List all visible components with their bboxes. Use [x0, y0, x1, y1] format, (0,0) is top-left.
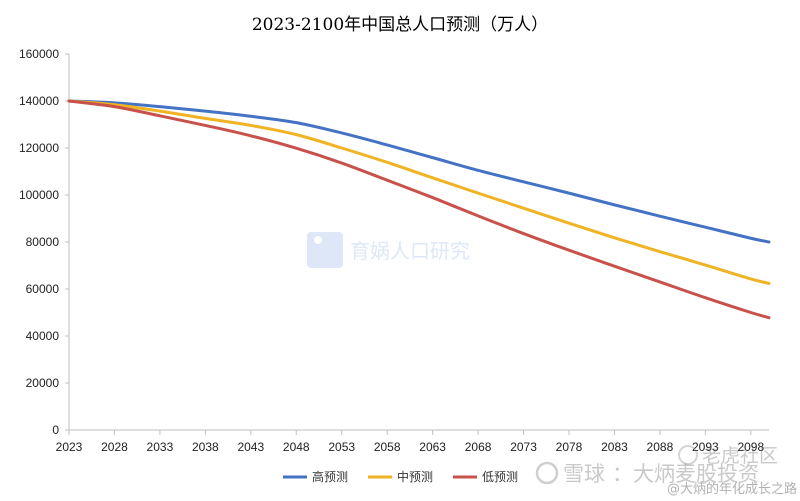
x-tick-label: 2073 — [510, 440, 537, 454]
center-watermark: 育娲人口研究 — [307, 232, 470, 268]
watermark-logo-dot-icon — [314, 236, 322, 244]
x-tick-label: 2023 — [56, 440, 83, 454]
y-tick-label: 100000 — [19, 188, 59, 202]
x-tick-label: 2078 — [556, 440, 583, 454]
xueqiu-watermark: 雪球 ：大炳麦股投资 — [535, 461, 759, 486]
xueqiu-logo-icon — [535, 461, 559, 485]
y-tick-label: 120000 — [19, 141, 59, 155]
tiger-watermark: 老虎社区 — [678, 445, 778, 467]
series-line-3 — [67, 99, 771, 320]
y-tick-label: 160000 — [19, 47, 59, 61]
x-tick-label: 2093 — [692, 440, 719, 454]
x-tick-label: 2098 — [737, 440, 764, 454]
y-tick-label: 0 — [52, 423, 59, 437]
x-tick-label: 2088 — [647, 440, 674, 454]
author-watermark-text: @大炳的年化成长之路 — [667, 481, 797, 497]
x-tick-label: 2033 — [147, 440, 174, 454]
watermark-logo-icon — [307, 232, 343, 268]
xueqiu-name-text: 雪球 — [563, 462, 605, 486]
legend-label: 高预测 — [312, 469, 348, 484]
chart-title: 2023-2100年中国总人口预测（万人） — [252, 15, 548, 35]
series-lines — [67, 99, 771, 320]
y-tick-label: 40000 — [26, 329, 60, 343]
x-tick-label: 2063 — [419, 440, 446, 454]
series-line-1 — [67, 99, 771, 244]
x-tick-label: 2053 — [328, 440, 355, 454]
legend: 高预测 中预测 低预测 — [283, 469, 518, 484]
series-line-2 — [67, 99, 771, 285]
x-tick-label: 2038 — [192, 440, 219, 454]
x-tick-label: 2083 — [601, 440, 628, 454]
y-tick-label: 140000 — [19, 94, 59, 108]
x-tick-label: 2043 — [237, 440, 264, 454]
tiger-logo-icon — [678, 445, 698, 465]
x-tick-label: 2058 — [374, 440, 401, 454]
corner-watermarks: 老虎社区 雪球 ：大炳麦股投资 @大炳的年化成长之路 — [535, 445, 797, 497]
center-watermark-text: 育娲人口研究 — [350, 239, 470, 263]
legend-label: 中预测 — [397, 469, 433, 484]
y-tick-label: 20000 — [26, 376, 60, 390]
y-axis: 0 20000 40000 60000 80000 100000 120000 140000 1… — [19, 47, 70, 437]
x-axis: 2023 2028 2033 2038 2043 2048 2053 2058 2063 2068… — [56, 429, 769, 454]
tiger-watermark-text: 老虎社区 — [702, 445, 778, 467]
y-tick-label: 60000 — [26, 282, 60, 296]
legend-label: 低预测 — [482, 470, 518, 484]
xueqiu-user-text: ：大炳麦股投资 — [612, 462, 759, 486]
x-tick-label: 2048 — [283, 440, 310, 454]
x-tick-label: 2068 — [465, 440, 492, 454]
x-tick-label: 2028 — [101, 440, 128, 454]
y-tick-label: 80000 — [26, 235, 60, 249]
